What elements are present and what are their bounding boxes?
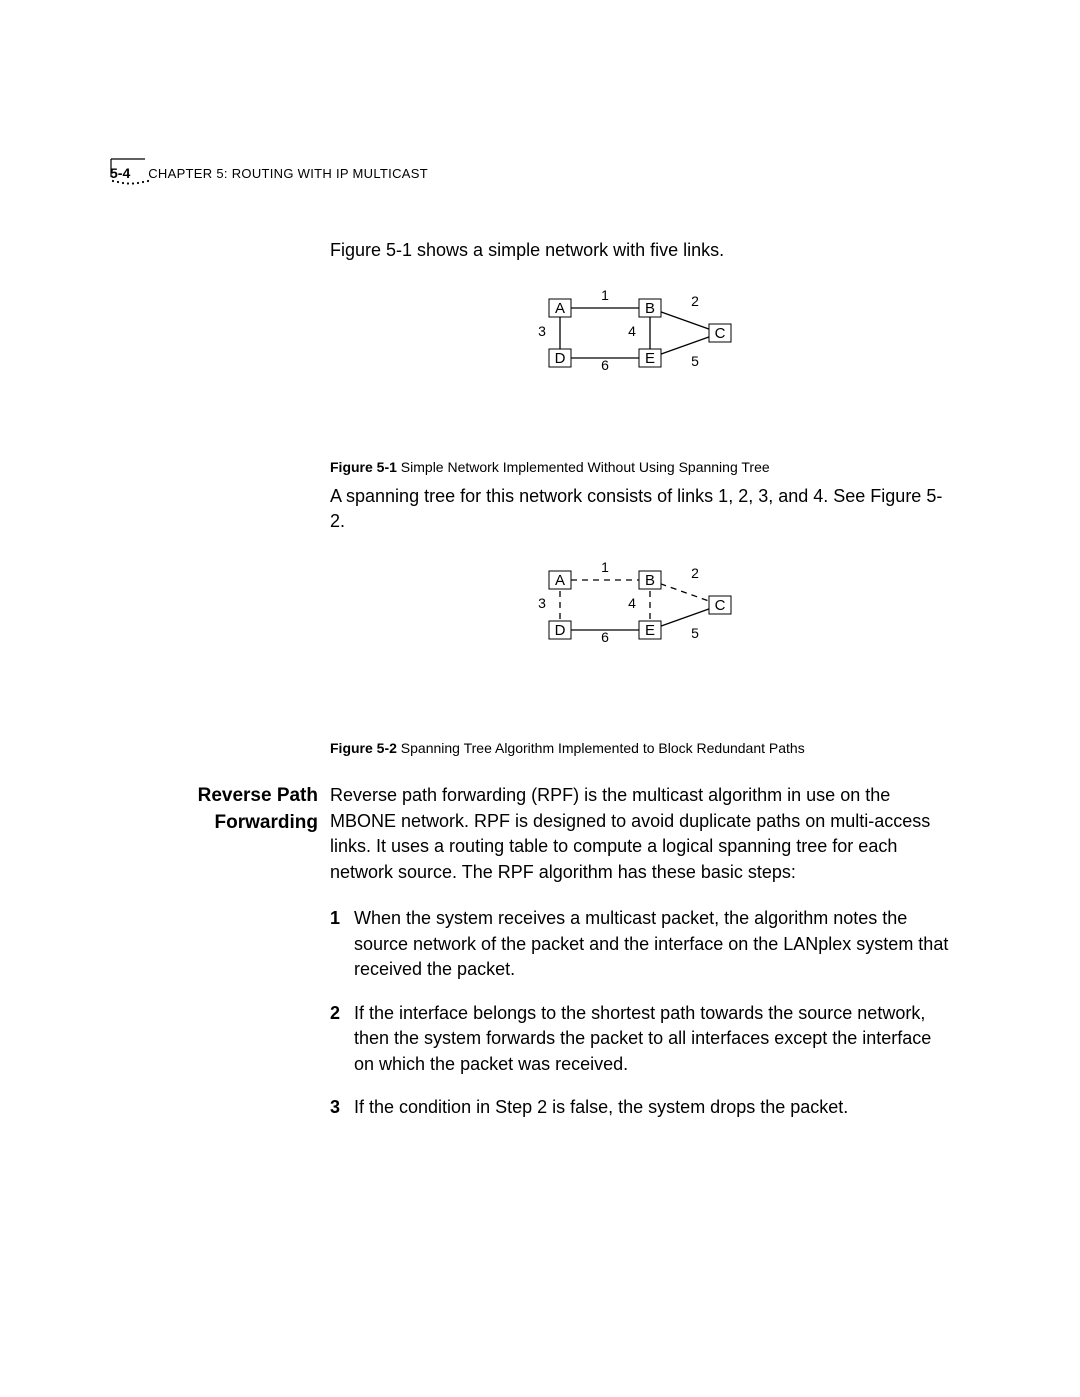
figure-1: 1 2 3 4 5 6 A B C D E bbox=[330, 280, 950, 391]
step-number: 3 bbox=[330, 1095, 354, 1121]
svg-text:6: 6 bbox=[601, 629, 609, 645]
svg-text:5: 5 bbox=[691, 353, 699, 369]
figure-2-caption: Figure 5-2 Spanning Tree Algorithm Imple… bbox=[330, 740, 950, 756]
step-number: 1 bbox=[330, 906, 354, 983]
page: 5-4 CHAPTER 5: ROUTING WITH IP MULTICAST… bbox=[0, 0, 1080, 1397]
svg-text:B: B bbox=[645, 572, 655, 589]
svg-text:2: 2 bbox=[691, 293, 699, 309]
svg-text:A: A bbox=[555, 300, 565, 317]
svg-text:5: 5 bbox=[691, 625, 699, 641]
chapter-title: CHAPTER 5: ROUTING WITH IP MULTICAST bbox=[148, 166, 428, 181]
page-number: 5-4 bbox=[110, 165, 130, 181]
svg-text:2: 2 bbox=[691, 565, 699, 581]
step-text: When the system receives a multicast pac… bbox=[354, 906, 950, 983]
svg-text:3: 3 bbox=[538, 323, 546, 339]
step-text: If the condition in Step 2 is false, the… bbox=[354, 1095, 950, 1121]
svg-text:D: D bbox=[555, 350, 566, 367]
svg-text:3: 3 bbox=[538, 595, 546, 611]
svg-text:A: A bbox=[555, 572, 565, 589]
page-header: 5-4 CHAPTER 5: ROUTING WITH IP MULTICAST bbox=[110, 165, 428, 181]
caption-label: Figure 5-1 bbox=[330, 459, 397, 475]
caption-label: Figure 5-2 bbox=[330, 740, 397, 756]
spanning-tree-paragraph: A spanning tree for this network consist… bbox=[330, 484, 950, 534]
svg-text:1: 1 bbox=[601, 560, 609, 575]
svg-text:4: 4 bbox=[628, 323, 636, 339]
list-item: 3 If the condition in Step 2 is false, t… bbox=[330, 1095, 950, 1121]
svg-text:4: 4 bbox=[628, 595, 636, 611]
step-text: If the interface belongs to the shortest… bbox=[354, 1001, 950, 1078]
figure-2: 1 2 3 4 5 6 A B C D E bbox=[330, 560, 950, 660]
rpf-paragraph: Reverse path forwarding (RPF) is the mul… bbox=[330, 783, 950, 885]
svg-text:1: 1 bbox=[601, 288, 609, 303]
svg-text:E: E bbox=[645, 350, 655, 367]
svg-text:B: B bbox=[645, 300, 655, 317]
svg-text:E: E bbox=[645, 622, 655, 639]
caption-text: Simple Network Implemented Without Using… bbox=[397, 459, 770, 475]
figure-1-caption: Figure 5-1 Simple Network Implemented Wi… bbox=[330, 459, 950, 475]
step-number: 2 bbox=[330, 1001, 354, 1078]
svg-text:D: D bbox=[555, 622, 566, 639]
svg-text:C: C bbox=[715, 597, 726, 614]
svg-text:C: C bbox=[715, 325, 726, 342]
steps-list: 1 When the system receives a multicast p… bbox=[330, 906, 950, 1139]
caption-text: Spanning Tree Algorithm Implemented to B… bbox=[397, 740, 805, 756]
network-diagram-2-icon: 1 2 3 4 5 6 A B C D E bbox=[520, 560, 760, 655]
list-item: 2 If the interface belongs to the shorte… bbox=[330, 1001, 950, 1078]
list-item: 1 When the system receives a multicast p… bbox=[330, 906, 950, 983]
intro-text: Figure 5-1 shows a simple network with f… bbox=[330, 238, 950, 263]
section-heading: Reverse Path Forwarding bbox=[173, 783, 318, 836]
network-diagram-1-icon: 1 2 3 4 5 6 A B C D E bbox=[520, 288, 760, 383]
svg-text:6: 6 bbox=[601, 357, 609, 373]
